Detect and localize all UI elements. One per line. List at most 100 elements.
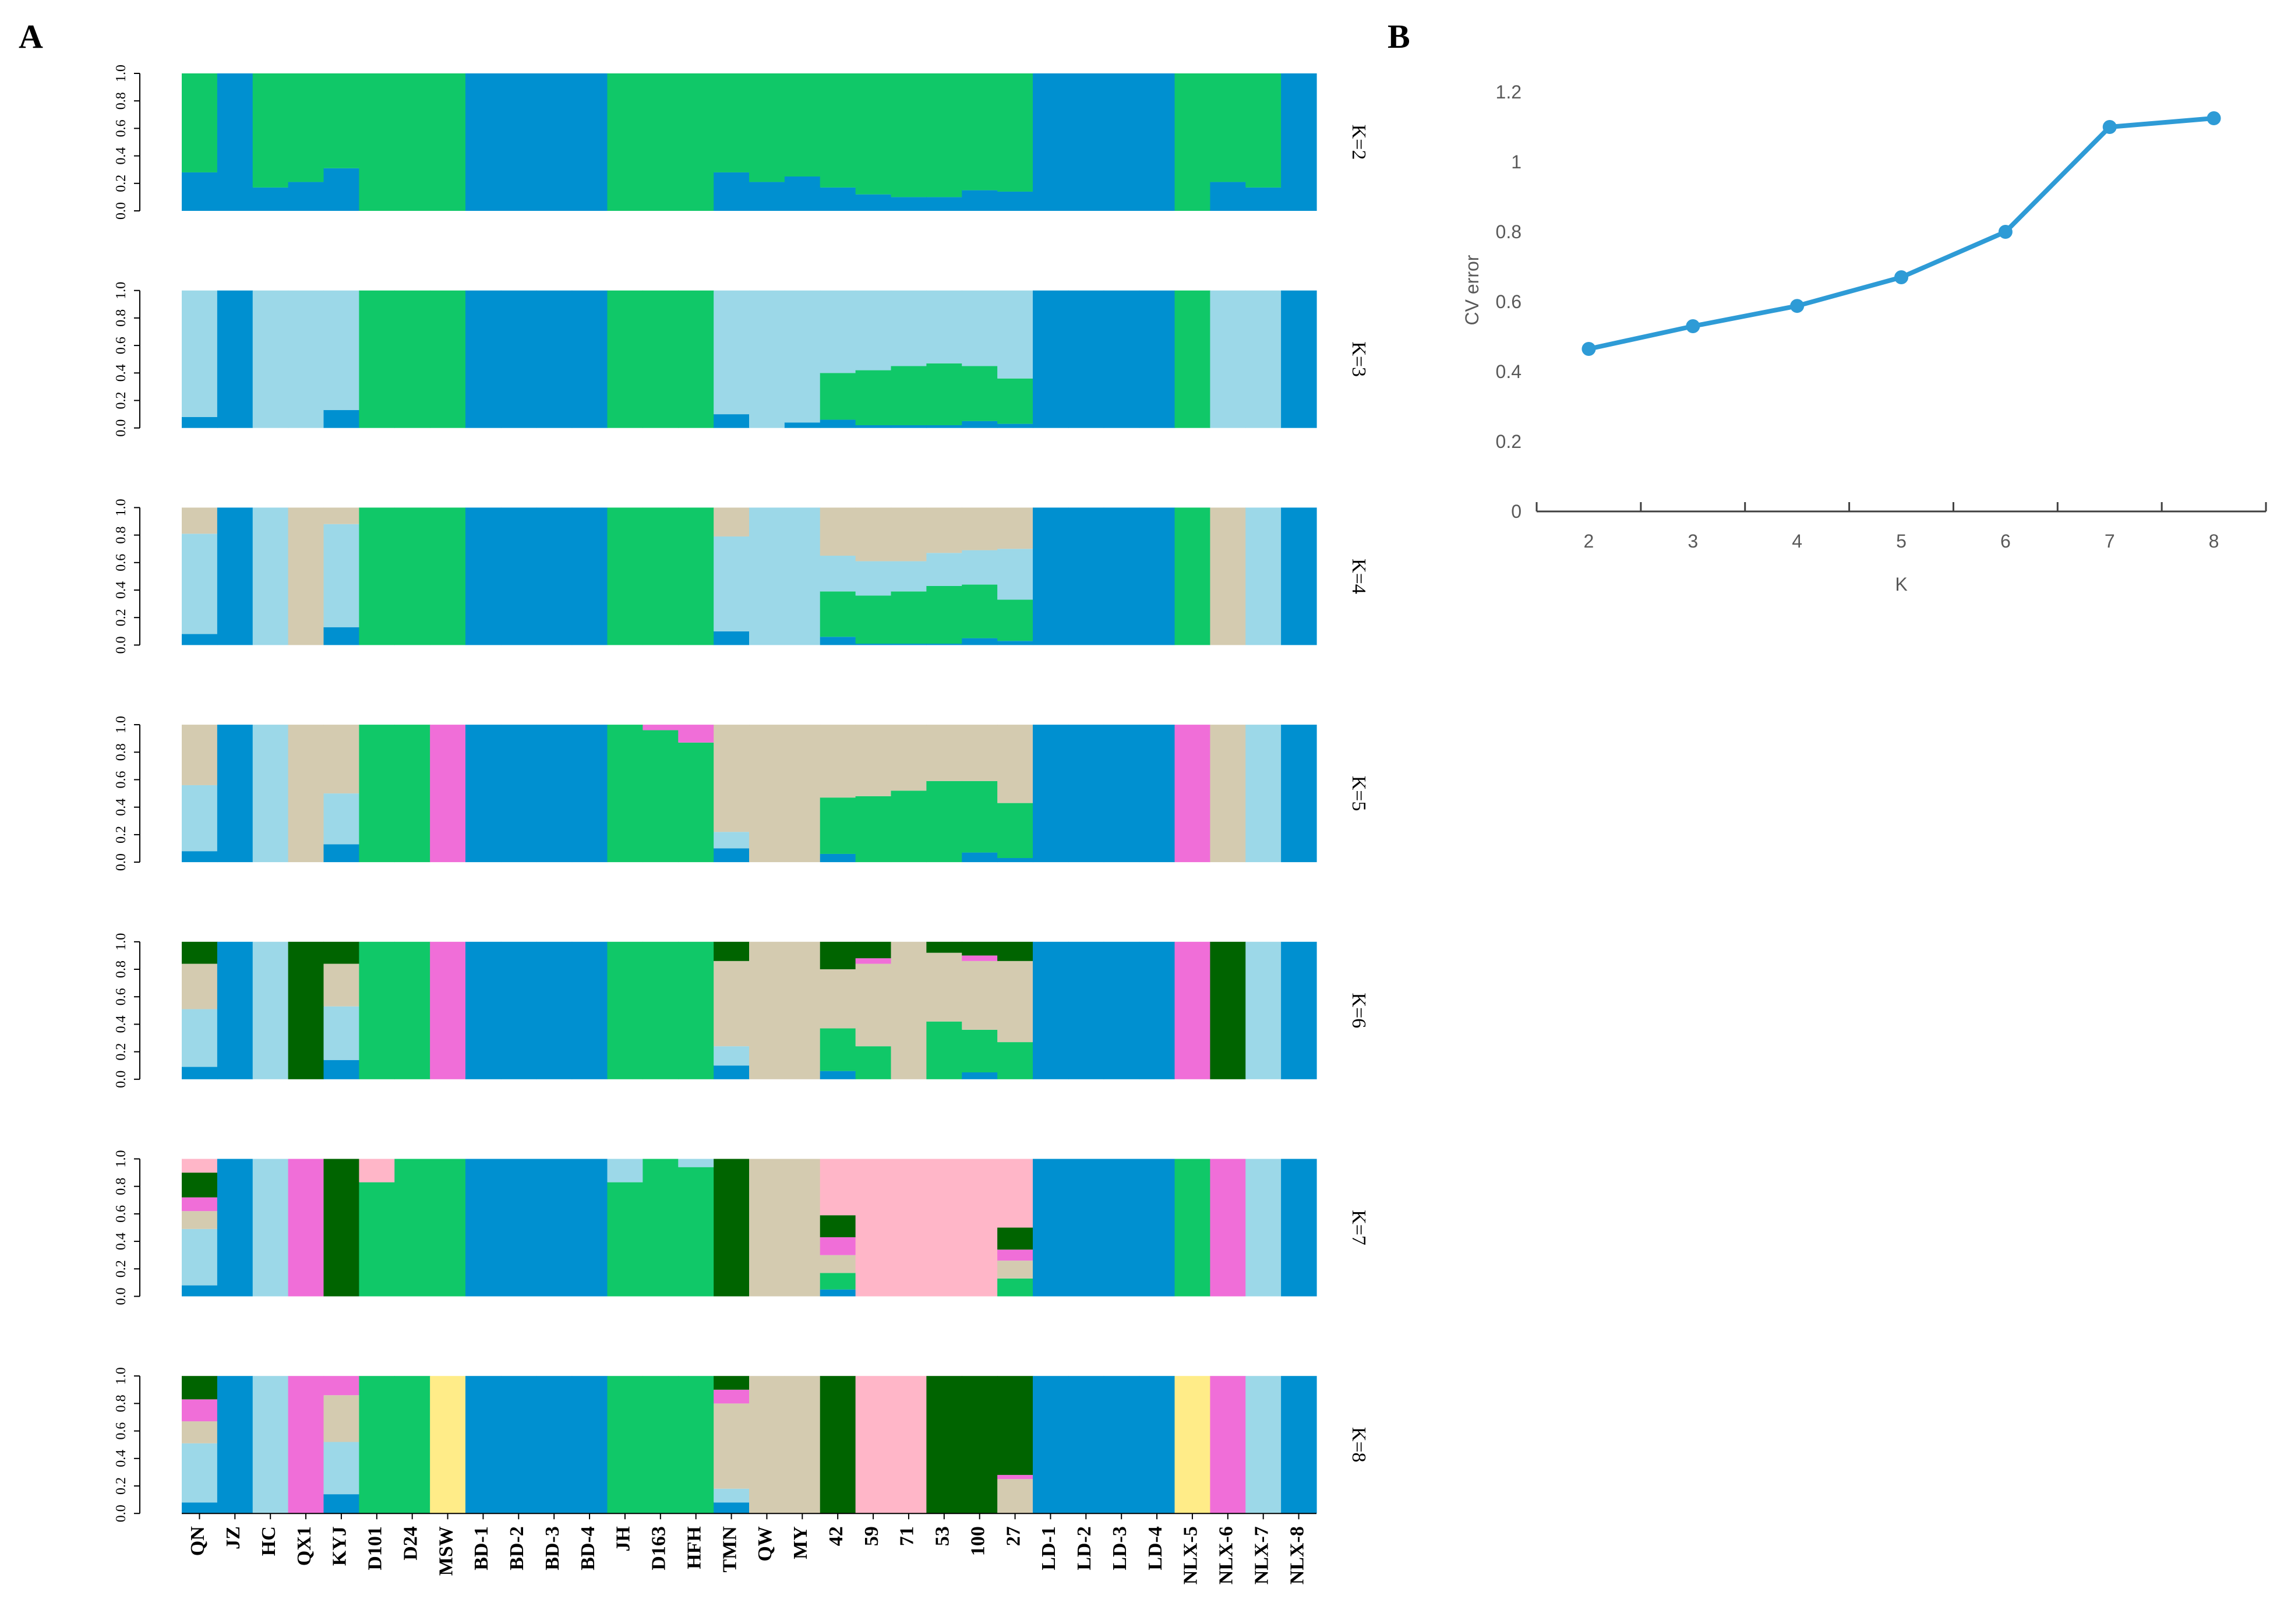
- admixture-bar-JZ-blue: [217, 725, 253, 863]
- admixture-y-tick-label: 0.6: [114, 554, 129, 571]
- admixture-bar-QN-darkgreen: [182, 941, 218, 964]
- admixture-bar-71-pink: [891, 1376, 927, 1514]
- admixture-bar-JZ-blue: [217, 1376, 253, 1514]
- cv-x-axis-title: K: [1895, 574, 1907, 595]
- sample-label-D24: D24: [400, 1526, 421, 1561]
- admixture-bar-QN-blue: [182, 1285, 218, 1297]
- admixture-y-tick-label: 0.4: [114, 1015, 129, 1033]
- admixture-bar-LD-1-blue: [1033, 73, 1069, 211]
- admixture-bar-TMN-blue: [714, 848, 750, 863]
- admixture-bar-NLX-8-blue: [1281, 507, 1317, 645]
- admixture-bar-D163-green: [643, 730, 679, 863]
- admixture-bar-100-green: [962, 584, 998, 638]
- admixture-bar-HC-lightblue: [252, 1376, 289, 1514]
- sample-label-BD-2: BD-2: [506, 1526, 528, 1570]
- admixture-panel-K5: 0.0 0.2 0.4 0.6 0.8 1.0 K=5: [114, 716, 1369, 871]
- admixture-bar-LD-4-blue: [1139, 507, 1175, 645]
- admixture-panels: 0.0 0.2 0.4 0.6 0.8 1.0 K=2 0.0 0.2 0.4 0.6 0.8 1.0 K…: [114, 65, 1369, 1584]
- admixture-panel-K4: 0.0 0.2 0.4 0.6 0.8 1.0 K=4: [114, 499, 1369, 654]
- admixture-bar-LD-3-blue: [1103, 1159, 1140, 1297]
- admixture-bar-BD-3-blue: [536, 1159, 573, 1297]
- admixture-bar-59-blue: [855, 644, 892, 645]
- admixture-bar-BD-2-blue: [500, 1376, 537, 1514]
- admixture-bar-JH-green: [607, 290, 643, 428]
- admixture-bar-MY-green: [784, 73, 821, 176]
- admixture-bar-MSW-green: [430, 1159, 466, 1297]
- k-value-label: K=8: [1348, 1427, 1369, 1463]
- admixture-bar-27-darkgreen: [997, 941, 1033, 961]
- k-value-label: K=4: [1348, 559, 1369, 594]
- admixture-bar-JH-green: [607, 941, 643, 1079]
- admixture-bar-HFH-green: [678, 73, 714, 211]
- sample-label-27: 27: [1002, 1526, 1024, 1546]
- admixture-y-tick-label: 0.8: [114, 1394, 129, 1412]
- admixture-y-tick-label: 0.6: [114, 337, 129, 354]
- admixture-bar-QN-darkgreen: [182, 1173, 218, 1198]
- admixture-bar-MY-tan: [784, 1376, 821, 1514]
- admixture-bar-TMN-darkgreen: [714, 1159, 750, 1297]
- admixture-y-tick-label: 1.0: [114, 499, 129, 516]
- cv-y-tick-label: 1: [1511, 151, 1522, 172]
- admixture-bar-BD-3-blue: [536, 290, 573, 428]
- admixture-bar-BD-4-blue: [571, 73, 608, 211]
- admixture-bar-71-blue: [891, 644, 927, 645]
- admixture-bar-QN-blue: [182, 172, 218, 211]
- admixture-bar-D163-green: [643, 1376, 679, 1514]
- admixture-bar-100-tan: [962, 961, 998, 1030]
- admixture-y-tick-label: 0.2: [114, 1043, 129, 1061]
- admixture-bar-QX1-lightblue: [288, 290, 324, 428]
- admixture-bar-HC-lightblue: [252, 725, 289, 863]
- admixture-bar-27-blue: [997, 423, 1033, 428]
- admixture-bar-71-lightblue: [891, 561, 927, 592]
- admixture-bar-53-tan: [926, 725, 962, 781]
- admixture-panel-K7: 0.0 0.2 0.4 0.6 0.8 1.0 K=7: [114, 1150, 1369, 1305]
- admixture-bar-59-blue: [855, 194, 892, 211]
- admixture-bar-42-blue: [820, 1071, 856, 1079]
- admixture-bar-59-green: [855, 1046, 892, 1079]
- cv-error-series-line: [1588, 116, 2214, 351]
- admixture-bar-KYJ-lightblue: [323, 290, 359, 411]
- admixture-y-tick-label: 0.6: [114, 1205, 129, 1223]
- admixture-bar-100-lightblue: [962, 550, 998, 585]
- admixture-y-tick-label: 1.0: [114, 716, 129, 733]
- admixture-bar-27-pink: [997, 1159, 1033, 1228]
- k-value-label: K=2: [1348, 125, 1369, 160]
- admixture-bar-53-darkgreen: [926, 941, 962, 953]
- admixture-y-tick-label: 0.4: [114, 147, 129, 165]
- admixture-bar-QN-tan: [182, 507, 218, 534]
- admixture-bar-BD-1-blue: [465, 290, 502, 428]
- admixture-bar-53-green: [926, 1021, 962, 1079]
- admixture-bar-KYJ-darkgreen: [323, 1159, 359, 1297]
- admixture-bar-59-pink: [855, 1159, 892, 1297]
- admixture-bar-27-tan: [997, 1479, 1033, 1514]
- admixture-bar-27-green: [997, 73, 1033, 192]
- admixture-bar-LD-3-blue: [1103, 725, 1140, 863]
- admixture-bar-NLX-6-green: [1210, 73, 1246, 182]
- admixture-bar-D163-magenta: [643, 725, 679, 730]
- admixture-bar-D101-green: [359, 1182, 395, 1297]
- admixture-bar-42-tan: [820, 725, 856, 798]
- admixture-bar-LD-4-blue: [1139, 725, 1175, 863]
- admixture-bar-HC-green: [252, 73, 289, 188]
- admixture-bar-QN-tan: [182, 1421, 218, 1443]
- admixture-bar-59-pink: [855, 1376, 892, 1514]
- admixture-bar-QW-tan: [749, 1376, 785, 1514]
- admixture-y-tick-label: 0.0: [114, 853, 129, 871]
- admixture-bar-53-green: [926, 585, 962, 644]
- cv-y-tick-label: 0.4: [1496, 361, 1522, 382]
- admixture-bar-D163-green: [643, 73, 679, 211]
- cv-error-point-K4: [1790, 299, 1805, 313]
- admixture-bar-NLX-7-lightblue: [1245, 941, 1282, 1079]
- admixture-bar-53-darkgreen: [926, 1376, 962, 1514]
- admixture-bar-NLX-5-yellow: [1174, 1376, 1210, 1514]
- admixture-bar-BD-4-blue: [571, 507, 608, 645]
- admixture-bar-27-green: [997, 1278, 1033, 1297]
- admixture-bar-KYJ-tan: [323, 507, 359, 524]
- sample-label-LD-2: LD-2: [1074, 1526, 1095, 1570]
- admixture-bar-MSW-magenta: [430, 725, 466, 863]
- admixture-y-tick-label: 0.4: [114, 1450, 129, 1467]
- admixture-bar-QX1-magenta: [288, 1159, 324, 1297]
- admixture-bar-TMN-blue: [714, 172, 750, 211]
- admixture-y-tick-label: 1.0: [114, 1367, 129, 1385]
